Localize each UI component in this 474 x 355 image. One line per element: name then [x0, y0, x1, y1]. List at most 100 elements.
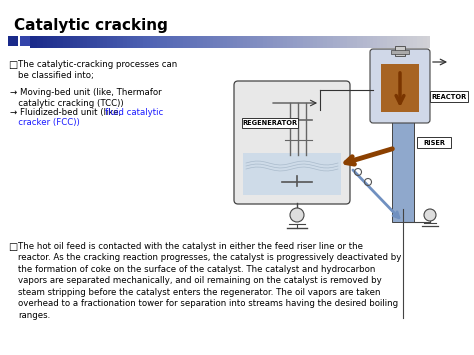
Bar — [93, 36, 97, 48]
Bar — [240, 36, 244, 48]
Bar — [353, 36, 357, 48]
Bar — [60, 36, 64, 48]
Bar — [410, 36, 414, 48]
Bar — [160, 36, 164, 48]
Bar — [377, 36, 381, 48]
Bar — [127, 36, 130, 48]
Bar — [110, 36, 114, 48]
Bar — [177, 36, 181, 48]
Bar — [250, 36, 254, 48]
Bar — [356, 36, 361, 48]
Bar — [227, 36, 230, 48]
Bar — [364, 36, 367, 48]
Bar — [383, 36, 387, 48]
Bar — [323, 36, 327, 48]
Bar — [173, 36, 177, 48]
Bar — [237, 36, 240, 48]
Bar — [253, 36, 257, 48]
Bar — [157, 36, 161, 48]
Bar — [103, 36, 107, 48]
Bar — [333, 36, 337, 48]
Bar — [290, 36, 294, 48]
Bar — [137, 36, 140, 48]
Bar — [317, 36, 320, 48]
Bar — [407, 36, 410, 48]
Bar — [33, 36, 37, 48]
Bar — [46, 36, 51, 48]
Text: REGENERATOR: REGENERATOR — [242, 120, 298, 126]
Text: Catalytic cracking: Catalytic cracking — [14, 18, 168, 33]
FancyArrowPatch shape — [346, 149, 392, 164]
Bar — [107, 36, 110, 48]
Bar — [183, 36, 187, 48]
Bar — [390, 36, 394, 48]
Bar — [43, 36, 47, 48]
Bar — [280, 36, 284, 48]
Bar — [273, 36, 277, 48]
Bar — [260, 36, 264, 48]
Bar — [117, 36, 120, 48]
Bar — [180, 36, 184, 48]
Bar — [123, 36, 127, 48]
Bar — [97, 36, 100, 48]
Bar — [30, 36, 34, 48]
Circle shape — [290, 208, 304, 222]
Text: The hot oil feed is contacted with the catalyst in either the feed riser line or: The hot oil feed is contacted with the c… — [18, 242, 401, 320]
Bar — [343, 36, 347, 48]
Bar — [54, 36, 57, 48]
Bar — [197, 36, 201, 48]
Bar — [190, 36, 194, 48]
Bar — [153, 36, 157, 48]
Bar — [50, 36, 54, 48]
Bar — [77, 36, 81, 48]
Bar — [297, 36, 301, 48]
Bar — [293, 36, 297, 48]
Bar — [287, 36, 291, 48]
Bar — [146, 36, 151, 48]
Bar — [303, 36, 307, 48]
Bar — [413, 36, 417, 48]
Bar — [80, 36, 84, 48]
FancyBboxPatch shape — [242, 118, 298, 128]
Bar — [387, 36, 391, 48]
Bar — [120, 36, 124, 48]
Bar — [420, 36, 424, 48]
Bar — [217, 36, 220, 48]
Text: RISER: RISER — [423, 140, 445, 146]
Bar — [400, 36, 404, 48]
Bar — [270, 36, 274, 48]
Bar — [213, 36, 217, 48]
Bar — [203, 36, 207, 48]
Bar — [113, 36, 117, 48]
Bar — [340, 36, 344, 48]
Bar — [210, 36, 214, 48]
Bar — [243, 36, 247, 48]
Bar — [140, 36, 144, 48]
Bar — [374, 36, 377, 48]
Bar — [167, 36, 171, 48]
Bar — [220, 36, 224, 48]
Bar — [243, 153, 341, 195]
Bar — [313, 36, 317, 48]
Text: □: □ — [8, 60, 17, 70]
FancyBboxPatch shape — [417, 137, 451, 148]
Bar — [223, 36, 227, 48]
Bar — [64, 36, 67, 48]
Bar — [307, 36, 310, 48]
Bar — [283, 36, 287, 48]
Bar — [310, 36, 314, 48]
Bar — [267, 36, 271, 48]
Bar — [264, 36, 267, 48]
Bar — [337, 36, 340, 48]
Text: fluid catalytic: fluid catalytic — [105, 108, 163, 117]
Bar — [367, 36, 371, 48]
Bar — [143, 36, 147, 48]
Bar — [346, 36, 350, 48]
Bar — [150, 36, 154, 48]
Bar — [330, 36, 334, 48]
Bar — [200, 36, 204, 48]
Bar — [83, 36, 87, 48]
Bar — [391, 50, 409, 54]
Bar — [300, 36, 304, 48]
Bar — [20, 36, 30, 46]
